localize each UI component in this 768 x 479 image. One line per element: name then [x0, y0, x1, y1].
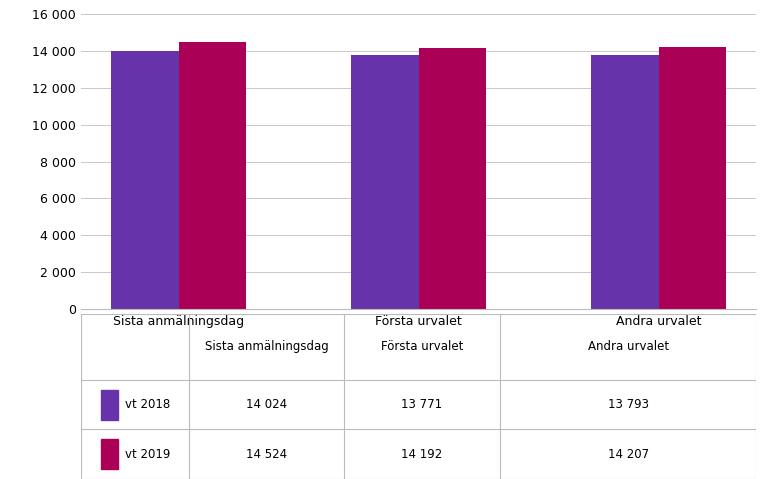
Text: 13 793: 13 793 — [607, 398, 648, 411]
Bar — [178, 42, 246, 309]
Text: vt 2019: vt 2019 — [124, 448, 170, 461]
Text: 14 524: 14 524 — [246, 448, 287, 461]
Text: 14 192: 14 192 — [402, 448, 442, 461]
Bar — [419, 47, 485, 309]
Text: 14 207: 14 207 — [607, 448, 649, 461]
Text: Första urvalet: Första urvalet — [381, 340, 463, 354]
Bar — [111, 51, 178, 309]
Bar — [352, 56, 419, 309]
Text: Sista anmälningsdag: Sista anmälningsdag — [204, 340, 329, 354]
Text: vt 2018: vt 2018 — [124, 398, 170, 411]
Bar — [591, 55, 658, 309]
Bar — [101, 390, 118, 420]
Text: Andra urvalet: Andra urvalet — [588, 340, 669, 354]
Text: 13 771: 13 771 — [402, 398, 442, 411]
Bar — [658, 47, 726, 309]
Bar — [101, 439, 118, 469]
Text: 14 024: 14 024 — [246, 398, 287, 411]
